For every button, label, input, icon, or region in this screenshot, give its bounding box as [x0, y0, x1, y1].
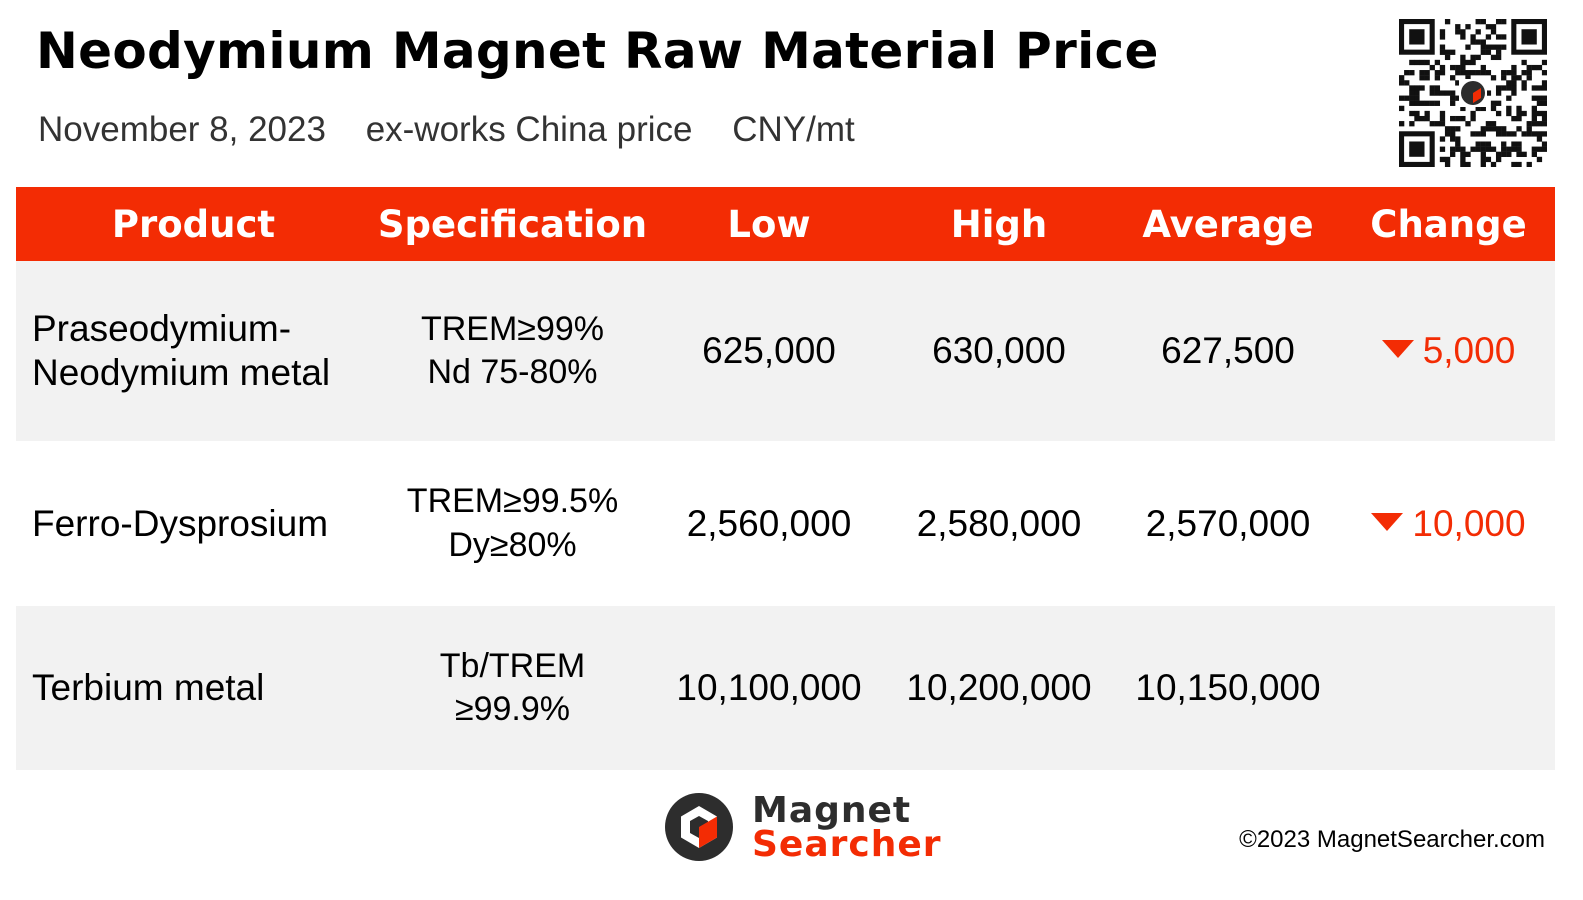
down-arrow-icon [1381, 340, 1414, 359]
magnet-searcher-logo-icon [665, 793, 733, 861]
column-header-high: High [950, 202, 1048, 246]
average-price-cell: 10,150,000 [1135, 667, 1321, 709]
average-price-cell: 2,570,000 [1145, 502, 1311, 544]
price-basis: ex-works China price [365, 110, 693, 149]
product-cell: Terbium metal [16, 606, 371, 770]
low-price-cell: 10,100,000 [676, 667, 862, 709]
column-header-product: Product [111, 202, 276, 246]
product-cell: Praseodymium- Neodymium metal [16, 261, 371, 441]
product-name-line: Neodymium metal [32, 352, 331, 393]
price-date: November 8, 2023 [38, 110, 326, 149]
change-cell [1342, 606, 1555, 770]
spec-line: Nd 75-80% [427, 353, 598, 391]
spec-line: ≥99.9% [454, 690, 571, 728]
table-row: Ferro-Dysprosium TREM≥99.5% Dy≥80% 2,560… [16, 441, 1555, 606]
product-name-line: Ferro-Dysprosium [32, 502, 329, 544]
low-price-cell: 2,560,000 [686, 502, 852, 544]
change-value: 10,000 [1412, 502, 1526, 544]
high-price-cell: 630,000 [932, 330, 1066, 372]
table-header-row: Product Specification Low High Average C… [16, 187, 1555, 261]
column-header-specification: Specification [377, 202, 648, 246]
price-unit: CNY/mt [732, 110, 855, 149]
column-header-low: Low [727, 202, 811, 246]
spec-cell: Tb/TREM ≥99.9% [371, 606, 654, 770]
change-cell: 10,000 [1342, 441, 1555, 606]
down-arrow-icon [1371, 512, 1404, 531]
low-price-cell: 625,000 [702, 330, 836, 372]
average-price-cell: 627,500 [1161, 330, 1295, 372]
price-table: Product Specification Low High Average C… [16, 187, 1555, 770]
page-title: Neodymium Magnet Raw Material Price [36, 22, 1159, 80]
column-header-average: Average [1142, 202, 1314, 246]
brand-name-line2: Searcher [752, 824, 942, 865]
spec-line: Tb/TREM [439, 646, 586, 685]
table-row: Praseodymium- Neodymium metal TREM≥99% N… [16, 261, 1555, 441]
column-header-change: Change [1370, 202, 1527, 246]
spec-cell: TREM≥99% Nd 75-80% [371, 261, 654, 441]
brand-name-line1: Magnet [752, 790, 912, 831]
copyright-notice: ©2023 MagnetSearcher.com [1239, 826, 1545, 853]
product-cell: Ferro-Dysprosium [16, 441, 371, 606]
spec-cell: TREM≥99.5% Dy≥80% [371, 441, 654, 606]
change-cell: 5,000 [1342, 261, 1555, 441]
high-price-cell: 2,580,000 [916, 502, 1082, 544]
spec-line: TREM≥99% [420, 309, 605, 348]
table-row: Terbium metal Tb/TREM ≥99.9% 10,100,000 … [16, 606, 1555, 770]
subtitle: November 8, 2023 ex-works China price CN… [38, 110, 885, 150]
qr-code-icon[interactable] [1399, 19, 1547, 167]
product-name-line: Praseodymium- [32, 308, 292, 350]
high-price-cell: 10,200,000 [906, 667, 1092, 709]
change-value: 5,000 [1422, 330, 1516, 372]
spec-line: TREM≥99.5% [406, 482, 619, 521]
spec-line: Dy≥80% [448, 525, 577, 564]
product-name-line: Terbium metal [32, 667, 265, 709]
